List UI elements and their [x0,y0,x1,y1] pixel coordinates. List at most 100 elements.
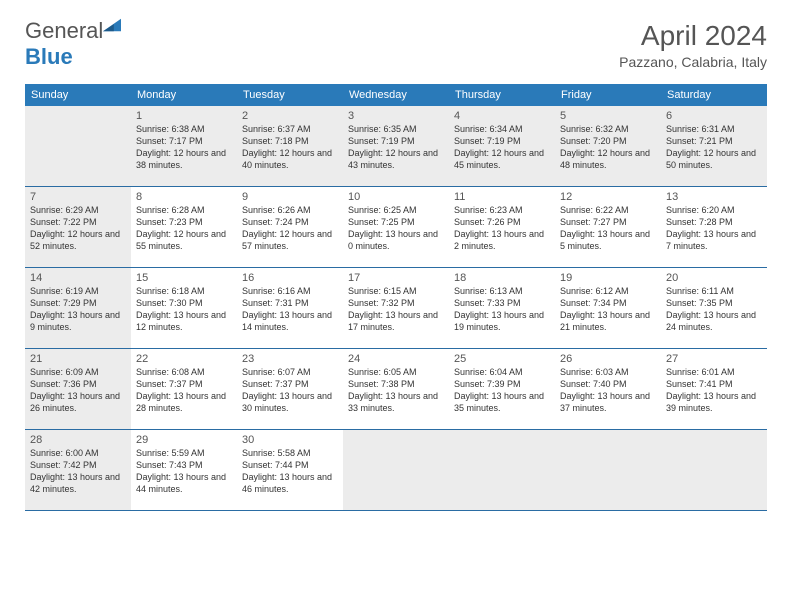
day-info: Sunrise: 5:59 AMSunset: 7:43 PMDaylight:… [136,447,232,496]
week-row: 1Sunrise: 6:38 AMSunset: 7:17 PMDaylight… [25,106,767,187]
day-cell: 19Sunrise: 6:12 AMSunset: 7:34 PMDayligh… [555,268,661,348]
day-info: Sunrise: 6:34 AMSunset: 7:19 PMDaylight:… [454,123,550,172]
day-number: 24 [348,353,444,365]
day-info: Sunrise: 6:26 AMSunset: 7:24 PMDaylight:… [242,204,338,253]
day-info: Sunrise: 6:05 AMSunset: 7:38 PMDaylight:… [348,366,444,415]
day-header-cell: Sunday [25,84,131,106]
day-number: 1 [136,110,232,122]
day-number: 23 [242,353,338,365]
day-cell: 26Sunrise: 6:03 AMSunset: 7:40 PMDayligh… [555,349,661,429]
brand-logo: General Blue [25,18,121,70]
day-cell: 21Sunrise: 6:09 AMSunset: 7:36 PMDayligh… [25,349,131,429]
day-info: Sunrise: 6:28 AMSunset: 7:23 PMDaylight:… [136,204,232,253]
day-header-cell: Saturday [661,84,767,106]
day-cell [661,430,767,510]
day-cell: 22Sunrise: 6:08 AMSunset: 7:37 PMDayligh… [131,349,237,429]
brand-triangle-icon [103,18,121,32]
day-number: 27 [666,353,762,365]
day-cell [343,430,449,510]
day-info: Sunrise: 6:03 AMSunset: 7:40 PMDaylight:… [560,366,656,415]
day-info: Sunrise: 6:11 AMSunset: 7:35 PMDaylight:… [666,285,762,334]
day-header-cell: Wednesday [343,84,449,106]
day-header-row: SundayMondayTuesdayWednesdayThursdayFrid… [25,84,767,106]
week-row: 7Sunrise: 6:29 AMSunset: 7:22 PMDaylight… [25,187,767,268]
day-info: Sunrise: 6:12 AMSunset: 7:34 PMDaylight:… [560,285,656,334]
day-info: Sunrise: 6:00 AMSunset: 7:42 PMDaylight:… [30,447,126,496]
day-cell: 25Sunrise: 6:04 AMSunset: 7:39 PMDayligh… [449,349,555,429]
day-number: 28 [30,434,126,446]
day-cell: 23Sunrise: 6:07 AMSunset: 7:37 PMDayligh… [237,349,343,429]
brand-text: General Blue [25,18,121,70]
day-number: 9 [242,191,338,203]
day-cell: 13Sunrise: 6:20 AMSunset: 7:28 PMDayligh… [661,187,767,267]
week-row: 21Sunrise: 6:09 AMSunset: 7:36 PMDayligh… [25,349,767,430]
month-title: April 2024 [619,20,767,52]
day-info: Sunrise: 6:35 AMSunset: 7:19 PMDaylight:… [348,123,444,172]
day-info: Sunrise: 5:58 AMSunset: 7:44 PMDaylight:… [242,447,338,496]
week-row: 14Sunrise: 6:19 AMSunset: 7:29 PMDayligh… [25,268,767,349]
day-info: Sunrise: 6:23 AMSunset: 7:26 PMDaylight:… [454,204,550,253]
day-cell: 11Sunrise: 6:23 AMSunset: 7:26 PMDayligh… [449,187,555,267]
brand-part1: General [25,18,103,43]
day-cell: 5Sunrise: 6:32 AMSunset: 7:20 PMDaylight… [555,106,661,186]
location: Pazzano, Calabria, Italy [619,54,767,70]
day-cell [449,430,555,510]
day-info: Sunrise: 6:08 AMSunset: 7:37 PMDaylight:… [136,366,232,415]
calendar: SundayMondayTuesdayWednesdayThursdayFrid… [25,84,767,511]
day-number: 13 [666,191,762,203]
day-number: 11 [454,191,550,203]
day-cell: 10Sunrise: 6:25 AMSunset: 7:25 PMDayligh… [343,187,449,267]
day-cell: 12Sunrise: 6:22 AMSunset: 7:27 PMDayligh… [555,187,661,267]
title-block: April 2024 Pazzano, Calabria, Italy [619,20,767,70]
day-number: 15 [136,272,232,284]
day-number: 30 [242,434,338,446]
day-number: 26 [560,353,656,365]
day-number: 18 [454,272,550,284]
day-info: Sunrise: 6:01 AMSunset: 7:41 PMDaylight:… [666,366,762,415]
day-number: 8 [136,191,232,203]
day-cell [25,106,131,186]
day-info: Sunrise: 6:25 AMSunset: 7:25 PMDaylight:… [348,204,444,253]
day-info: Sunrise: 6:04 AMSunset: 7:39 PMDaylight:… [454,366,550,415]
day-cell [555,430,661,510]
day-cell: 3Sunrise: 6:35 AMSunset: 7:19 PMDaylight… [343,106,449,186]
day-info: Sunrise: 6:20 AMSunset: 7:28 PMDaylight:… [666,204,762,253]
day-number: 6 [666,110,762,122]
day-cell: 6Sunrise: 6:31 AMSunset: 7:21 PMDaylight… [661,106,767,186]
day-info: Sunrise: 6:19 AMSunset: 7:29 PMDaylight:… [30,285,126,334]
page-header: General Blue April 2024 Pazzano, Calabri… [0,0,792,76]
day-number: 2 [242,110,338,122]
day-number: 20 [666,272,762,284]
day-cell: 24Sunrise: 6:05 AMSunset: 7:38 PMDayligh… [343,349,449,429]
day-number: 4 [454,110,550,122]
day-cell: 17Sunrise: 6:15 AMSunset: 7:32 PMDayligh… [343,268,449,348]
day-cell: 2Sunrise: 6:37 AMSunset: 7:18 PMDaylight… [237,106,343,186]
day-info: Sunrise: 6:18 AMSunset: 7:30 PMDaylight:… [136,285,232,334]
day-info: Sunrise: 6:09 AMSunset: 7:36 PMDaylight:… [30,366,126,415]
day-number: 3 [348,110,444,122]
day-cell: 4Sunrise: 6:34 AMSunset: 7:19 PMDaylight… [449,106,555,186]
day-header-cell: Friday [555,84,661,106]
day-cell: 18Sunrise: 6:13 AMSunset: 7:33 PMDayligh… [449,268,555,348]
day-number: 19 [560,272,656,284]
day-cell: 27Sunrise: 6:01 AMSunset: 7:41 PMDayligh… [661,349,767,429]
day-number: 14 [30,272,126,284]
day-number: 21 [30,353,126,365]
day-cell: 20Sunrise: 6:11 AMSunset: 7:35 PMDayligh… [661,268,767,348]
day-number: 25 [454,353,550,365]
day-cell: 30Sunrise: 5:58 AMSunset: 7:44 PMDayligh… [237,430,343,510]
day-number: 29 [136,434,232,446]
day-info: Sunrise: 6:16 AMSunset: 7:31 PMDaylight:… [242,285,338,334]
day-header-cell: Monday [131,84,237,106]
day-info: Sunrise: 6:15 AMSunset: 7:32 PMDaylight:… [348,285,444,334]
day-info: Sunrise: 6:38 AMSunset: 7:17 PMDaylight:… [136,123,232,172]
calendar-body: 1Sunrise: 6:38 AMSunset: 7:17 PMDaylight… [25,106,767,511]
day-cell: 28Sunrise: 6:00 AMSunset: 7:42 PMDayligh… [25,430,131,510]
day-number: 12 [560,191,656,203]
day-info: Sunrise: 6:32 AMSunset: 7:20 PMDaylight:… [560,123,656,172]
day-cell: 15Sunrise: 6:18 AMSunset: 7:30 PMDayligh… [131,268,237,348]
day-number: 16 [242,272,338,284]
day-header-cell: Thursday [449,84,555,106]
day-info: Sunrise: 6:07 AMSunset: 7:37 PMDaylight:… [242,366,338,415]
day-number: 22 [136,353,232,365]
